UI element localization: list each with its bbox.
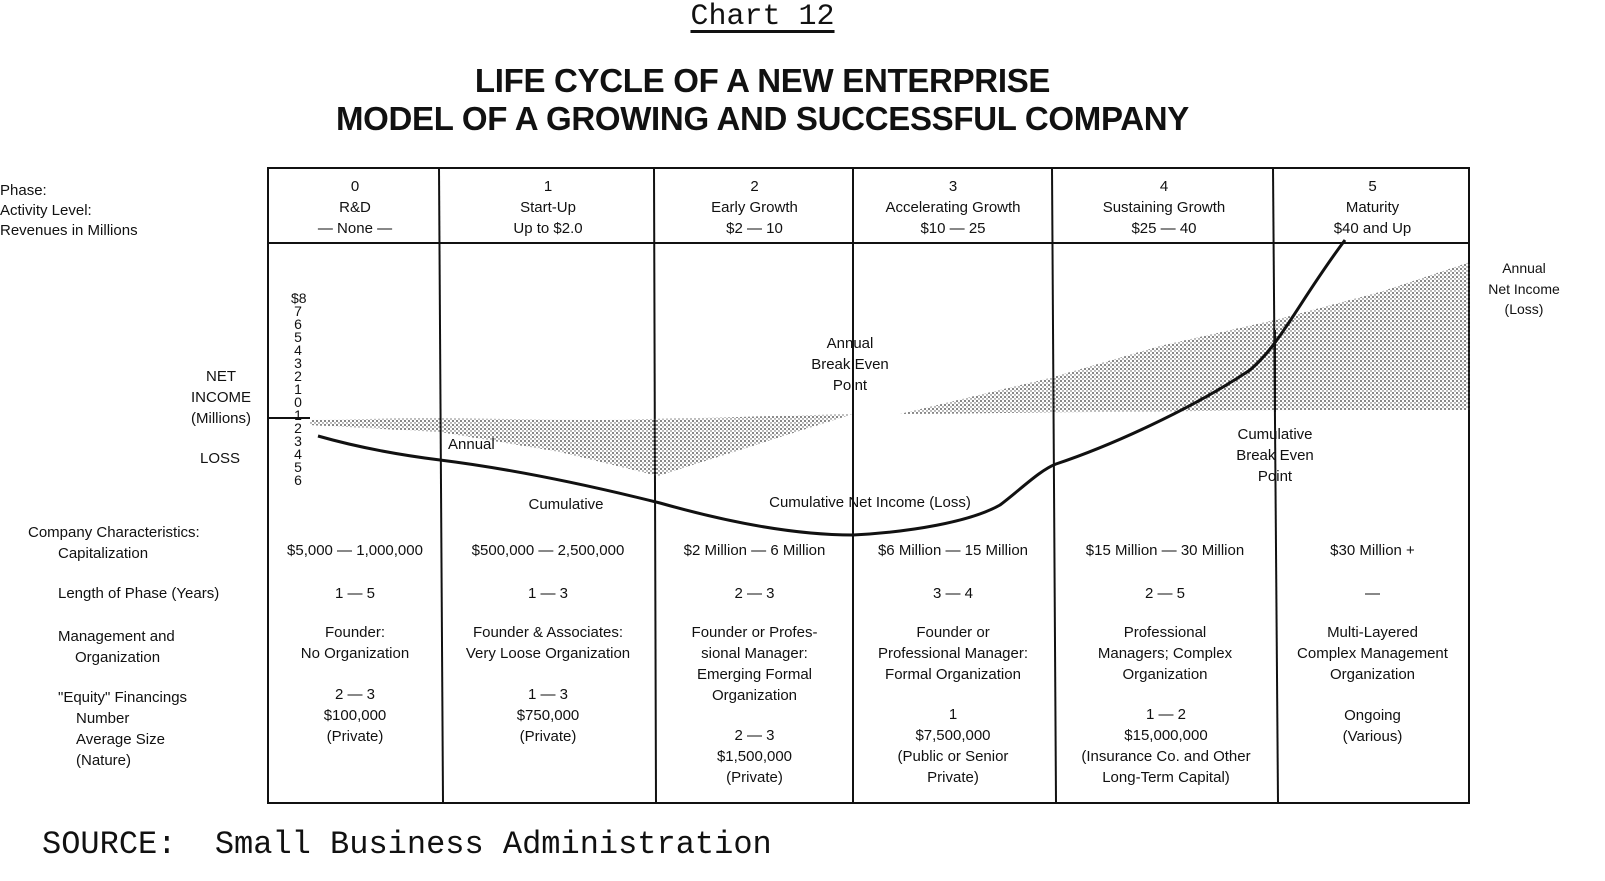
row-label-length: Length of Phase (Years) xyxy=(58,585,220,602)
phase-header-4: 4 Sustaining Growth $25 — 40 xyxy=(1055,176,1273,239)
phase-number: 1 xyxy=(543,178,553,195)
phase-revenue: $2 — 10 xyxy=(726,220,783,237)
capitalization-cell: $15 Million — 30 Million xyxy=(1085,542,1245,559)
equity-cell: 1 — 3 $750,000 (Private) xyxy=(516,686,580,745)
length-cell: 2 — 3 xyxy=(734,585,775,602)
annual-income-area xyxy=(900,262,1470,414)
phase-revenue: Up to $2.0 xyxy=(513,220,583,237)
phase-number: 2 xyxy=(750,178,759,195)
cumulative-break-even-label: Cumulative Break Even Point xyxy=(1236,426,1314,485)
management-cell: Founder: No Organization xyxy=(300,624,410,662)
phase-header-2: 2 Early Growth $2 — 10 xyxy=(656,176,853,239)
phase-dividers xyxy=(438,167,1279,804)
management-cell: Founder or Profes-sional Manager: Emergin… xyxy=(691,624,818,704)
header-label-phase: Phase: xyxy=(0,182,47,199)
phase-name: Maturity xyxy=(1345,199,1400,216)
phase-header-1: 1 Start-Up Up to $2.0 xyxy=(442,176,654,239)
phase-revenue: $40 and Up xyxy=(1333,220,1412,237)
header-label-revenues: Revenues in Millions xyxy=(0,222,138,239)
annual-loss-area xyxy=(310,414,853,476)
phase-header-3: 3 Accelerating Growth $10 — 25 xyxy=(854,176,1052,239)
row-label-management: Management and Organization xyxy=(58,628,175,666)
header-label-activity: Activity Level: xyxy=(0,202,92,219)
source-note: SOURCE: Small Business Administration xyxy=(42,826,772,863)
equity-cell: 1 $7,500,000 (Public or Senior Private) xyxy=(897,706,1009,786)
chart-number: Chart 12 xyxy=(690,0,835,34)
length-cell: 2 — 5 xyxy=(1144,585,1186,602)
equity-cell: 2 — 3 $100,000 (Private) xyxy=(323,686,387,745)
title-line-1: LIFE CYCLE OF A NEW ENTERPRISE xyxy=(474,62,1051,99)
length-cell: 3 — 4 xyxy=(932,585,974,602)
length-cell: 1 — 3 xyxy=(527,585,569,602)
annual-label: Annual xyxy=(448,436,495,453)
phase-revenue: $25 — 40 xyxy=(1131,220,1197,237)
phase-revenue: $10 — 25 xyxy=(920,220,986,237)
equity-cell: 2 — 3 $1,500,000 (Private) xyxy=(716,727,793,786)
equity-cell: 1 — 2 $15,000,000 (Insurance Co. and Other… xyxy=(1081,706,1251,786)
phase-name: Sustaining Growth xyxy=(1102,199,1226,216)
net-income-scale: $8 7 6 5 4 3 2 1 0 1 2 3 4 5 6 xyxy=(291,290,307,488)
annual-break-even-label: Annual Break Even Point xyxy=(811,335,889,394)
phase-name: Start-Up xyxy=(520,199,576,216)
phase-name: Early Growth xyxy=(711,199,798,216)
row-label-characteristics: Company Characteristics: Capitalization xyxy=(28,524,200,562)
title-line-2: MODEL OF A GROWING AND SUCCESSFUL COMPAN… xyxy=(335,100,1190,137)
phase-revenue: — None — xyxy=(317,220,393,237)
equity-cell: Ongoing (Various) xyxy=(1342,707,1403,745)
management-cell: Founder or Professional Manager: Formal Or… xyxy=(877,624,1029,683)
phase-name: R&D xyxy=(339,199,371,216)
row-label-equity: "Equity" Financings Number Average Size (Na… xyxy=(58,689,188,769)
phase-name: Accelerating Growth xyxy=(885,199,1021,216)
table-frame xyxy=(267,167,1470,804)
cumulative-net-income-curve xyxy=(317,239,1347,537)
phase-header-0: 0 R&D — None — xyxy=(270,176,440,239)
phase-number: 0 xyxy=(350,178,360,195)
capitalization-cell: $500,000 — 2,500,000 xyxy=(471,542,625,559)
capitalization-cell: $30 Million + xyxy=(1330,542,1415,559)
cumulative-net-income-label: Cumulative Net Income (Loss) xyxy=(769,494,971,511)
capitalization-cell: $2 Million — 6 Million xyxy=(683,542,826,559)
cumulative-label: Cumulative xyxy=(528,496,604,513)
length-cell: — xyxy=(1365,585,1380,602)
net-income-label: NET INCOME (Millions) xyxy=(191,368,251,427)
capitalization-cell: $5,000 — 1,000,000 xyxy=(287,542,423,559)
phase-number: 4 xyxy=(1159,178,1169,195)
phase-number: 3 xyxy=(948,178,958,195)
capitalization-cell: $6 Million — 15 Million xyxy=(877,542,1029,559)
annual-net-income-label: Annual Net Income (Loss) xyxy=(1488,260,1560,317)
management-cell: Professional Managers; Complex Organizatio… xyxy=(1097,624,1233,683)
phase-number: 5 xyxy=(1368,178,1377,195)
management-cell: Founder & Associates: Very Loose Organiza… xyxy=(465,624,631,662)
loss-label: LOSS xyxy=(199,450,241,467)
length-cell: 1 — 5 xyxy=(334,585,376,602)
management-cell: Multi-Layered Complex Management Organizat… xyxy=(1297,624,1448,683)
phase-header-5: 5 Maturity $40 and Up xyxy=(1276,176,1469,239)
